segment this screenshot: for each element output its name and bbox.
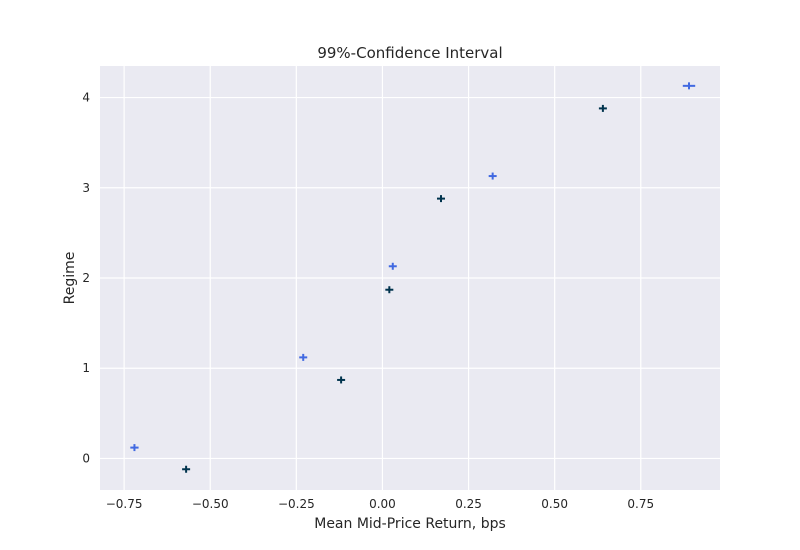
- data-point: [130, 444, 139, 452]
- data-point: [388, 262, 397, 270]
- data-point: [488, 172, 497, 180]
- chart-title: 99%-Confidence Interval: [317, 44, 502, 62]
- y-tick-label: 1: [82, 361, 90, 375]
- y-tick-label: 2: [82, 271, 90, 285]
- data-points: [130, 82, 696, 473]
- x-axis-ticks: −0.75 −0.50 −0.25 0.00 0.25 0.50 0.75: [106, 497, 654, 511]
- x-tick-label: −0.75: [106, 497, 143, 511]
- data-point: [598, 104, 607, 112]
- x-axis-label: Mean Mid-Price Return, bps: [314, 516, 506, 532]
- x-tick-label: −0.25: [278, 497, 315, 511]
- data-point: [437, 195, 445, 203]
- data-point: [182, 465, 191, 473]
- x-tick-label: −0.50: [192, 497, 229, 511]
- x-tick-label: 0.50: [541, 497, 568, 511]
- y-axis-ticks: 0 1 2 3 4: [82, 91, 90, 466]
- data-point: [682, 82, 696, 90]
- data-point: [385, 286, 394, 294]
- grid: [100, 66, 720, 490]
- x-tick-label: 0.00: [369, 497, 396, 511]
- x-tick-label: 0.75: [627, 497, 654, 511]
- data-point: [299, 353, 308, 361]
- x-tick-label: 0.25: [455, 497, 482, 511]
- y-tick-label: 4: [82, 91, 90, 105]
- y-axis-label: Regime: [62, 252, 78, 305]
- data-point: [337, 376, 346, 384]
- y-tick-label: 0: [82, 451, 90, 465]
- y-tick-label: 3: [82, 181, 90, 195]
